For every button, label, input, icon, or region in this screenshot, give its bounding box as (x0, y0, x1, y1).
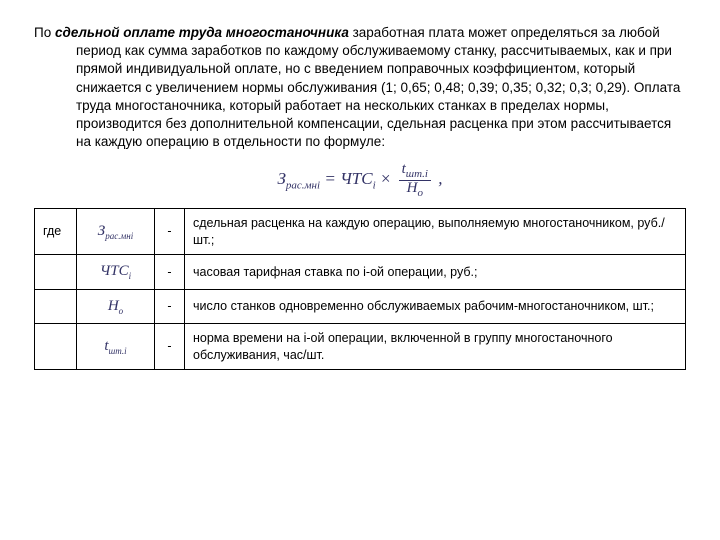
sym-sub: шт.i (109, 346, 127, 356)
symbol-cell: Зрас.мні (77, 208, 155, 255)
formula-den-base: Н (407, 180, 418, 196)
formula-block: Зрас.мні = ЧТСі × tшт.iНо , (34, 162, 686, 200)
symbol-cell: Но (77, 289, 155, 323)
para-emphasis: сдельной оплате труда многостаночника (55, 25, 349, 40)
dash-cell: - (155, 208, 185, 255)
para-rest: заработная плата может определяться за л… (76, 25, 680, 149)
sym-sub: і (129, 271, 132, 281)
sym-sub: рас.мні (105, 231, 133, 241)
formula-times: × (376, 169, 396, 188)
table-row: tшт.i - норма времени на i-ой операции, … (35, 323, 686, 370)
table-row: ЧТСі - часовая тарифная ставка по i-ой о… (35, 255, 686, 289)
main-paragraph: По сдельной оплате труда многостаночника… (34, 24, 686, 152)
symbol-cell: tшт.i (77, 323, 155, 370)
table-row: Но - число станков одновременно обслужив… (35, 289, 686, 323)
formula-den-sub: о (417, 187, 423, 199)
table-label-cell (35, 323, 77, 370)
formula-fraction: tшт.iНо (399, 162, 431, 200)
desc-cell: часовая тарифная ставка по i-ой операции… (185, 255, 686, 289)
para-prefix: По (34, 25, 55, 40)
table-label-cell: где (35, 208, 77, 255)
formula-num-sub: шт.i (406, 168, 428, 180)
table-label-cell (35, 289, 77, 323)
dash-cell: - (155, 255, 185, 289)
formula-tail: , (434, 169, 443, 188)
formula-left-sub: рас.мні (286, 180, 320, 192)
formula-eq: = (320, 169, 340, 188)
table-row: где Зрас.мні - сдельная расценка на кажд… (35, 208, 686, 255)
formula-expression: Зрас.мні = ЧТСі × tшт.iНо , (277, 169, 442, 188)
formula-left-base: З (277, 169, 285, 188)
sym-sub: о (119, 306, 124, 316)
sym-base: Н (108, 298, 119, 314)
desc-cell: норма времени на i-ой операции, включенн… (185, 323, 686, 370)
dash-cell: - (155, 289, 185, 323)
sym-base: ЧТС (100, 263, 129, 279)
desc-cell: число станков одновременно обслуживаемых… (185, 289, 686, 323)
definitions-table: где Зрас.мні - сдельная расценка на кажд… (34, 208, 686, 371)
symbol-cell: ЧТСі (77, 255, 155, 289)
desc-cell: сдельная расценка на каждую операцию, вы… (185, 208, 686, 255)
formula-mid-base: ЧТС (340, 169, 373, 188)
table-label-cell (35, 255, 77, 289)
dash-cell: - (155, 323, 185, 370)
